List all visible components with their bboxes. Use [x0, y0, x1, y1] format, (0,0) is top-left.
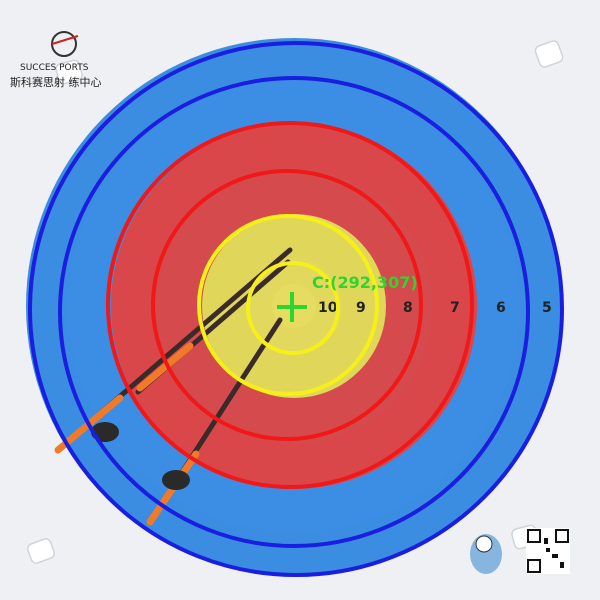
ring-number-8: 8 — [403, 300, 413, 316]
pin-bottom-left — [26, 538, 56, 564]
center-marker — [277, 292, 307, 322]
overlay-blue-ring-inner — [58, 76, 530, 548]
center-coordinate-label: C:(292,307) — [312, 273, 418, 292]
arrows — [54, 247, 293, 526]
ring-numbers: 10 9 8 7 6 5 — [318, 300, 552, 316]
overlay-blue-ring-outer — [28, 41, 564, 577]
arrow-shadow — [162, 470, 190, 490]
ring-number-6: 6 — [496, 300, 506, 316]
overlay-yellow-ring-inner — [246, 261, 340, 355]
logo-chinese-text: 斯科赛思射 练中心 — [10, 75, 102, 89]
arrow-2 — [135, 259, 291, 395]
logo-english-text: SUCCES PORTS — [20, 63, 89, 73]
pin-top-right — [534, 40, 564, 68]
mascot-illustration — [470, 534, 502, 574]
overlay-yellow-ring-outer — [197, 214, 379, 396]
detection-overlay — [28, 41, 564, 577]
overlay-red-ring-inner — [151, 169, 423, 441]
pin-top-left — [55, 59, 83, 85]
overlay-red-ring-outer — [106, 121, 474, 489]
ring-number-7: 7 — [450, 300, 460, 316]
ring-number-10: 10 — [318, 300, 338, 316]
ring-number-5: 5 — [542, 300, 552, 316]
sports-center-logo: SUCCES PORTS 斯科赛思射 练中心 — [10, 31, 102, 89]
ring-number-9: 9 — [356, 300, 366, 316]
qr-code-icon — [526, 528, 570, 574]
